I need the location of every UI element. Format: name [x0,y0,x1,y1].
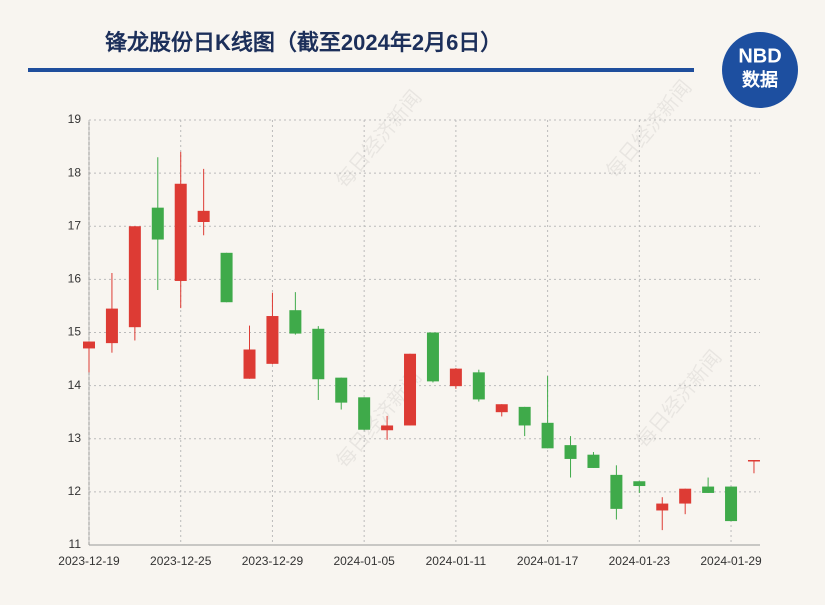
candle-body [83,341,95,349]
candle-body [610,474,623,509]
candle-body [105,308,118,344]
candle-body [243,349,256,379]
y-tick-label: 16 [68,272,82,286]
x-tick-label: 2024-01-29 [700,554,762,568]
y-tick-label: 11 [69,537,82,551]
candle-body [587,454,600,468]
y-tick-label: 13 [68,431,82,445]
candle-body [747,460,760,462]
candle-body [174,183,187,281]
candle-body [449,368,462,387]
y-tick-label: 14 [68,378,82,392]
candle-body [289,310,302,334]
candle-body [564,445,577,459]
candle-body [495,404,508,413]
x-tick-label: 2024-01-11 [426,554,487,568]
candle-body [335,377,348,403]
candle-body [426,332,439,382]
candle-body [725,486,738,522]
candle-body [518,406,531,426]
x-tick-label: 2023-12-19 [58,554,120,568]
candle-body [404,353,417,426]
candle-body [220,252,233,303]
candle-body [266,316,279,364]
x-tick-label: 2024-01-23 [609,554,671,568]
candle-body [358,397,371,430]
y-tick-label: 17 [68,218,82,232]
candle-body [702,486,715,493]
x-tick-label: 2023-12-29 [242,554,304,568]
logo-bottom: 数据 [742,69,778,90]
logo [722,32,798,108]
chart-title: 锋龙股份日K线图（截至2024年2月6日） [105,30,502,55]
title-rule [28,68,694,72]
candle-body [656,503,669,511]
candle-body [151,207,164,240]
candle-body [312,328,325,380]
candle-body [128,226,141,328]
candle-body [541,422,554,449]
x-tick-label: 2024-01-05 [333,554,395,568]
candle-body [197,210,210,222]
candle-body [381,425,394,431]
x-tick-label: 2023-12-25 [150,554,212,568]
y-tick-label: 15 [68,325,82,339]
candle-body [679,488,692,504]
y-tick-label: 12 [68,484,82,498]
x-tick-label: 2024-01-17 [517,554,579,568]
candle-body [633,481,646,487]
y-tick-label: 19 [68,112,82,126]
logo-top: NBD [738,45,781,67]
y-tick-label: 18 [68,165,82,179]
candle-body [472,372,485,400]
